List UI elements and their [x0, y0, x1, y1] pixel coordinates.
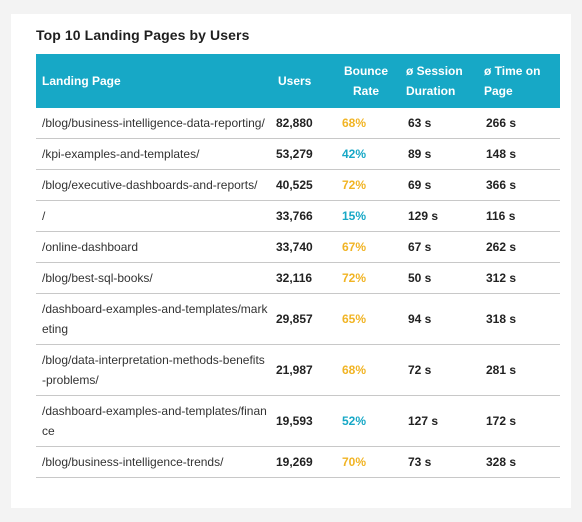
table-row: /blog/business-intelligence-data-reporti…	[36, 108, 560, 139]
table-row: /blog/executive-dashboards-and-reports/4…	[36, 169, 560, 201]
table-header-row: Landing Page Users Bounce Rate ø Session…	[36, 54, 560, 108]
table-row: /blog/best-sql-books/32,116 72% 50 s 312 s	[36, 262, 560, 294]
session-duration-cell: 67 s	[400, 231, 478, 263]
landing-page-cell: /online-dashboard	[36, 231, 272, 263]
users-cell: 53,279	[272, 138, 332, 170]
users-cell: 33,766	[272, 200, 332, 232]
users-cell: 40,525	[272, 169, 332, 201]
widget-card: Top 10 Landing Pages by Users Landing Pa…	[11, 14, 571, 508]
landing-page-cell: /	[36, 200, 272, 232]
landing-page-cell: /blog/business-intelligence-trends/	[36, 446, 272, 478]
widget-title: Top 10 Landing Pages by Users	[36, 27, 250, 43]
table-row: /dashboard-examples-and-templates/financ…	[36, 395, 560, 447]
bounce-rate-cell: 72%	[332, 262, 400, 294]
time-on-page-cell: 172 s	[478, 395, 560, 447]
bounce-rate-cell: 52%	[332, 395, 400, 447]
landing-page-cell: /blog/executive-dashboards-and-reports/	[36, 169, 272, 201]
users-cell: 82,880	[272, 108, 332, 139]
bounce-rate-cell: 70%	[332, 446, 400, 478]
users-cell: 21,987	[272, 344, 332, 396]
table-row: /kpi-examples-and-templates/53,279 42% 89 …	[36, 138, 560, 170]
users-cell: 19,269	[272, 446, 332, 478]
session-duration-cell: 94 s	[400, 293, 478, 345]
table-row: /online-dashboard 33,740 67% 67 s 262 s	[36, 231, 560, 263]
column-header-bounce-rate[interactable]: Bounce Rate	[343, 64, 388, 98]
table-body: /blog/business-intelligence-data-reporti…	[36, 108, 560, 478]
session-duration-cell: 129 s	[400, 200, 478, 232]
column-header-session-duration[interactable]: ø Session Duration	[406, 64, 463, 98]
session-duration-cell: 72 s	[400, 344, 478, 396]
time-on-page-cell: 281 s	[478, 344, 560, 396]
bounce-rate-cell: 67%	[332, 231, 400, 263]
column-header-users[interactable]: Users	[278, 74, 312, 88]
time-on-page-cell: 318 s	[478, 293, 560, 345]
session-duration-cell: 63 s	[400, 108, 478, 139]
bounce-rate-cell: 65%	[332, 293, 400, 345]
bounce-rate-cell: 68%	[332, 344, 400, 396]
session-duration-cell: 127 s	[400, 395, 478, 447]
time-on-page-cell: 312 s	[478, 262, 560, 294]
session-duration-cell: 73 s	[400, 446, 478, 478]
table-row: /dashboard-examples-and-templates/market…	[36, 293, 560, 345]
bounce-rate-cell: 42%	[332, 138, 400, 170]
landing-page-cell: /blog/data-interpretation-methods-benefi…	[36, 344, 272, 396]
landing-pages-table: Landing Page Users Bounce Rate ø Session…	[36, 54, 560, 478]
session-duration-cell: 50 s	[400, 262, 478, 294]
bounce-rate-cell: 68%	[332, 108, 400, 139]
time-on-page-cell: 262 s	[478, 231, 560, 263]
bounce-rate-cell: 15%	[332, 200, 400, 232]
bounce-rate-cell: 72%	[332, 169, 400, 201]
landing-page-cell: /dashboard-examples-and-templates/market…	[36, 293, 272, 345]
users-cell: 32,116	[272, 262, 332, 294]
session-duration-cell: 89 s	[400, 138, 478, 170]
column-header-landing-page[interactable]: Landing Page	[42, 74, 121, 88]
session-duration-cell: 69 s	[400, 169, 478, 201]
time-on-page-cell: 266 s	[478, 108, 560, 139]
landing-page-cell: /dashboard-examples-and-templates/financ…	[36, 395, 272, 447]
users-cell: 19,593	[272, 395, 332, 447]
time-on-page-cell: 366 s	[478, 169, 560, 201]
landing-page-cell: /kpi-examples-and-templates/	[36, 138, 272, 170]
table-row: /blog/data-interpretation-methods-benefi…	[36, 344, 560, 396]
table-row: /33,766 15% 129 s 116 s	[36, 200, 560, 232]
time-on-page-cell: 148 s	[478, 138, 560, 170]
time-on-page-cell: 116 s	[478, 200, 560, 232]
time-on-page-cell: 328 s	[478, 446, 560, 478]
column-header-time-on-page[interactable]: ø Time on Page	[484, 64, 541, 98]
table-row: /blog/business-intelligence-trends/19,26…	[36, 446, 560, 478]
users-cell: 29,857	[272, 293, 332, 345]
landing-page-cell: /blog/business-intelligence-data-reporti…	[36, 108, 272, 139]
landing-page-cell: /blog/best-sql-books/	[36, 262, 272, 294]
users-cell: 33,740	[272, 231, 332, 263]
